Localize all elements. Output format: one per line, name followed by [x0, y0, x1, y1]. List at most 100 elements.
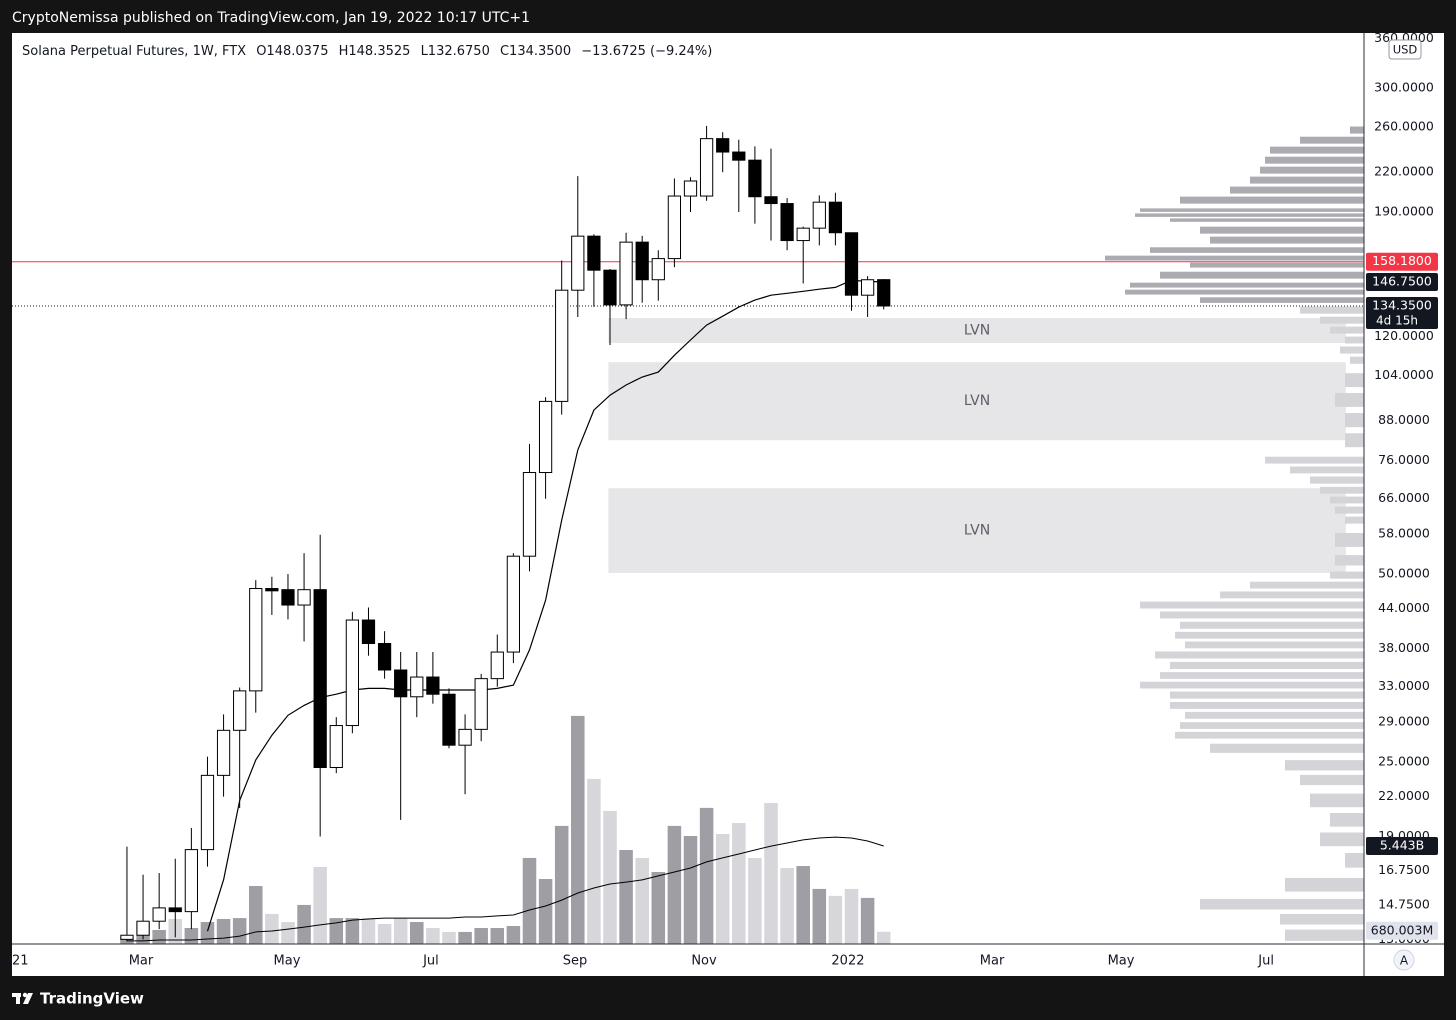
volume-profile-row [1285, 877, 1364, 892]
currency-badge[interactable] [1388, 39, 1422, 60]
volume-profile-row [1200, 297, 1364, 303]
y-tick-label: 300.0000 [1374, 80, 1434, 95]
last-price-label: 134.3500 [1372, 297, 1432, 312]
volume-profile-row [1310, 793, 1364, 808]
volume-bar [812, 888, 827, 944]
candle-body [877, 279, 891, 307]
candle-body [136, 920, 150, 936]
volume-profile-row [1260, 166, 1364, 174]
volume-bar [651, 871, 666, 944]
volume-bar [699, 807, 714, 944]
candle-body [442, 693, 456, 746]
x-tick-label: Nov [691, 954, 717, 969]
volume-profile-row [1320, 832, 1364, 847]
volume-bar [281, 922, 295, 944]
volume-profile-row [1345, 516, 1364, 524]
volume-bar [393, 918, 408, 944]
candle-body [732, 151, 746, 161]
lvn-zone [608, 488, 1346, 573]
candle-body [490, 651, 504, 680]
volume-profile-row [1200, 226, 1364, 234]
volume-profile-row [1300, 306, 1364, 314]
x-tick-label: Mar [129, 954, 154, 969]
y-tick-label: 104.0000 [1374, 367, 1434, 382]
volume-bar [361, 918, 376, 944]
volume-ma-line [127, 836, 884, 942]
y-tick-label: 50.0000 [1378, 566, 1430, 581]
candle-body [152, 907, 166, 922]
volume-bar [216, 918, 231, 944]
volume-profile-row [1180, 196, 1364, 204]
volume-profile-row [1155, 651, 1364, 659]
volume-bar [152, 929, 166, 944]
y-tick-label: 22.0000 [1378, 788, 1430, 803]
volume-bar [571, 715, 585, 944]
volume-bar [538, 879, 553, 944]
volume-bar [184, 927, 199, 944]
ma-badge [1366, 273, 1438, 292]
candle-body [635, 241, 649, 281]
volume-profile-row [1140, 208, 1364, 212]
volume-profile-row [1150, 247, 1364, 253]
x-tick-label: 2022 [831, 954, 864, 969]
volume-bar [603, 810, 617, 944]
volume-bar [683, 835, 698, 944]
volume-profile-row [1350, 356, 1364, 364]
volume-bar [426, 927, 440, 944]
volume-profile-row [1280, 913, 1364, 925]
volume-profile-row [1185, 641, 1364, 649]
candle-body [184, 849, 198, 913]
x-tick-label: Mar [980, 954, 1005, 969]
volume-profile-row [1170, 661, 1364, 669]
x-tick-label: 2021 [0, 954, 29, 969]
candle-body [796, 227, 810, 242]
volume-bar [232, 918, 247, 944]
volume-profile-row [1300, 774, 1364, 786]
volume-bar [297, 904, 311, 944]
candle-body [587, 235, 601, 271]
legend-high: H148.3525 [339, 44, 411, 59]
candle-body [828, 201, 843, 234]
candle-body [619, 241, 633, 306]
volume-profile-row [1175, 631, 1364, 639]
auto-scale-button[interactable] [1393, 949, 1415, 971]
volume-profile-row [1335, 532, 1364, 547]
y-tick-label: 25.0000 [1378, 754, 1430, 769]
volume-bar [748, 857, 762, 944]
logo-part [22, 992, 28, 998]
volume-profile-row [1160, 271, 1364, 279]
volume-profile-row [1350, 126, 1364, 134]
volume-bar [619, 850, 633, 944]
y-tick-label: 38.0000 [1378, 640, 1430, 655]
logo-part [16, 993, 20, 1004]
candle-body [506, 555, 521, 653]
volume-profile-row [1310, 476, 1364, 484]
y-tick-label: 220.0000 [1374, 164, 1434, 179]
volume-bar [329, 918, 344, 944]
volume-profile-row [1270, 146, 1364, 154]
volume-bar [474, 927, 488, 944]
x-tick-label: Jul [422, 954, 439, 969]
legend-change: −13.6725 (−9.24%) [581, 44, 712, 59]
volume-bar [249, 886, 263, 944]
lvn-label: LVN [964, 523, 990, 539]
volume-profile-row [1265, 456, 1364, 464]
volume-bar [828, 895, 843, 944]
volume-profile-row [1300, 136, 1364, 144]
x-tick-label: May [274, 954, 301, 969]
candle-body [410, 676, 424, 698]
y-tick-label: 120.0000 [1374, 328, 1434, 343]
y-tick-label: 88.0000 [1378, 412, 1430, 427]
y-tick-label: 58.0000 [1378, 525, 1430, 540]
price-line-label: 158.1800 [1372, 253, 1432, 268]
candle-body [265, 588, 279, 592]
auto-scale-label: A [1400, 954, 1409, 968]
candle-body [200, 774, 215, 851]
candle-body [426, 676, 440, 695]
volume-profile-row [1170, 218, 1364, 222]
candle-body [522, 472, 537, 557]
volume-bar [876, 931, 891, 944]
candle-body [233, 690, 247, 731]
last-price-countdown: 4d 15h [1376, 313, 1418, 327]
